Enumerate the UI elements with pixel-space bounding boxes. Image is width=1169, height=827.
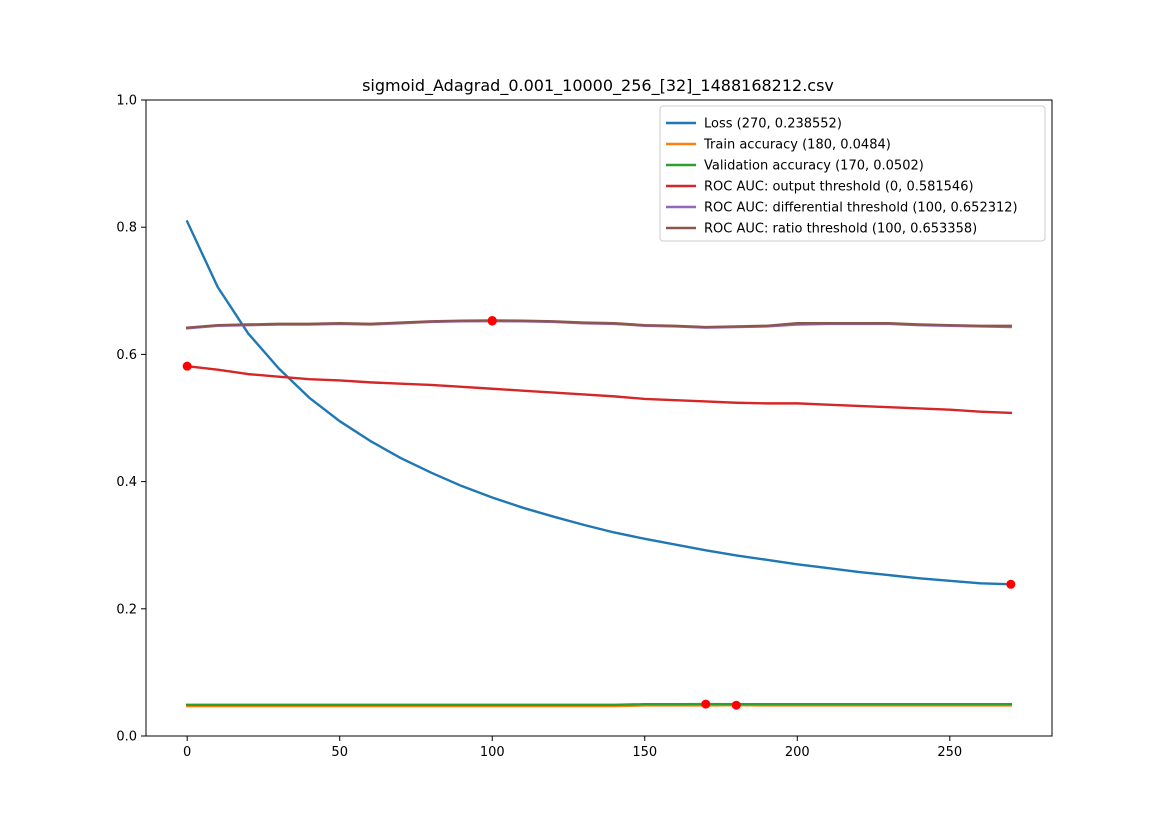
y-tick-label: 0.6 xyxy=(116,348,137,363)
series-line-5 xyxy=(185,319,1013,329)
series-line-1 xyxy=(185,704,1013,708)
y-tick-label: 0.4 xyxy=(116,475,137,490)
x-tick-label: 100 xyxy=(480,745,505,760)
best-point-markers xyxy=(182,315,1016,710)
best-point-marker-0 xyxy=(1006,579,1016,589)
legend-entry: ROC AUC: output threshold (0, 0.581546) xyxy=(704,180,974,195)
legend: Loss (270, 0.238552) Train accuracy (180,… xyxy=(659,105,1046,242)
series-line-0 xyxy=(185,219,1013,586)
y-tick-label: 0.8 xyxy=(116,221,137,236)
y-tick-label: 0.2 xyxy=(116,602,137,617)
y-tick-label: 1.0 xyxy=(116,94,137,109)
x-tick-label: 150 xyxy=(632,745,657,760)
x-tick-label: 200 xyxy=(785,745,810,760)
plot-frame xyxy=(145,99,1053,737)
series-line-3 xyxy=(185,364,1013,415)
x-tick-label: 50 xyxy=(331,745,348,760)
series-line-2 xyxy=(185,702,1013,707)
legend-entry: ROC AUC: ratio threshold (100, 0.653358) xyxy=(704,222,977,237)
series-lines xyxy=(185,219,1013,708)
y-axis: 0.0 0.2 0.4 0.6 0.8 1.0 xyxy=(116,94,146,745)
x-tick-label: 0 xyxy=(183,745,191,760)
legend-entry: Train accuracy (180, 0.0484) xyxy=(703,138,891,153)
y-tick-label: 0.0 xyxy=(116,730,137,745)
chart-title: sigmoid_Adagrad_0.001_10000_256_[32]_148… xyxy=(362,76,834,96)
legend-entry: Loss (270, 0.238552) xyxy=(704,117,842,132)
legend-entry: ROC AUC: differential threshold (100, 0.… xyxy=(704,201,1018,216)
best-point-marker-2 xyxy=(701,699,711,709)
x-axis: 0 50 100 150 200 250 xyxy=(183,736,962,760)
best-point-marker-3 xyxy=(182,361,192,371)
best-point-marker-1 xyxy=(731,700,741,710)
legend-entry: Validation accuracy (170, 0.0502) xyxy=(704,159,924,174)
best-point-marker-5 xyxy=(487,315,497,325)
x-tick-label: 250 xyxy=(937,745,962,760)
legend-box xyxy=(659,105,1046,242)
